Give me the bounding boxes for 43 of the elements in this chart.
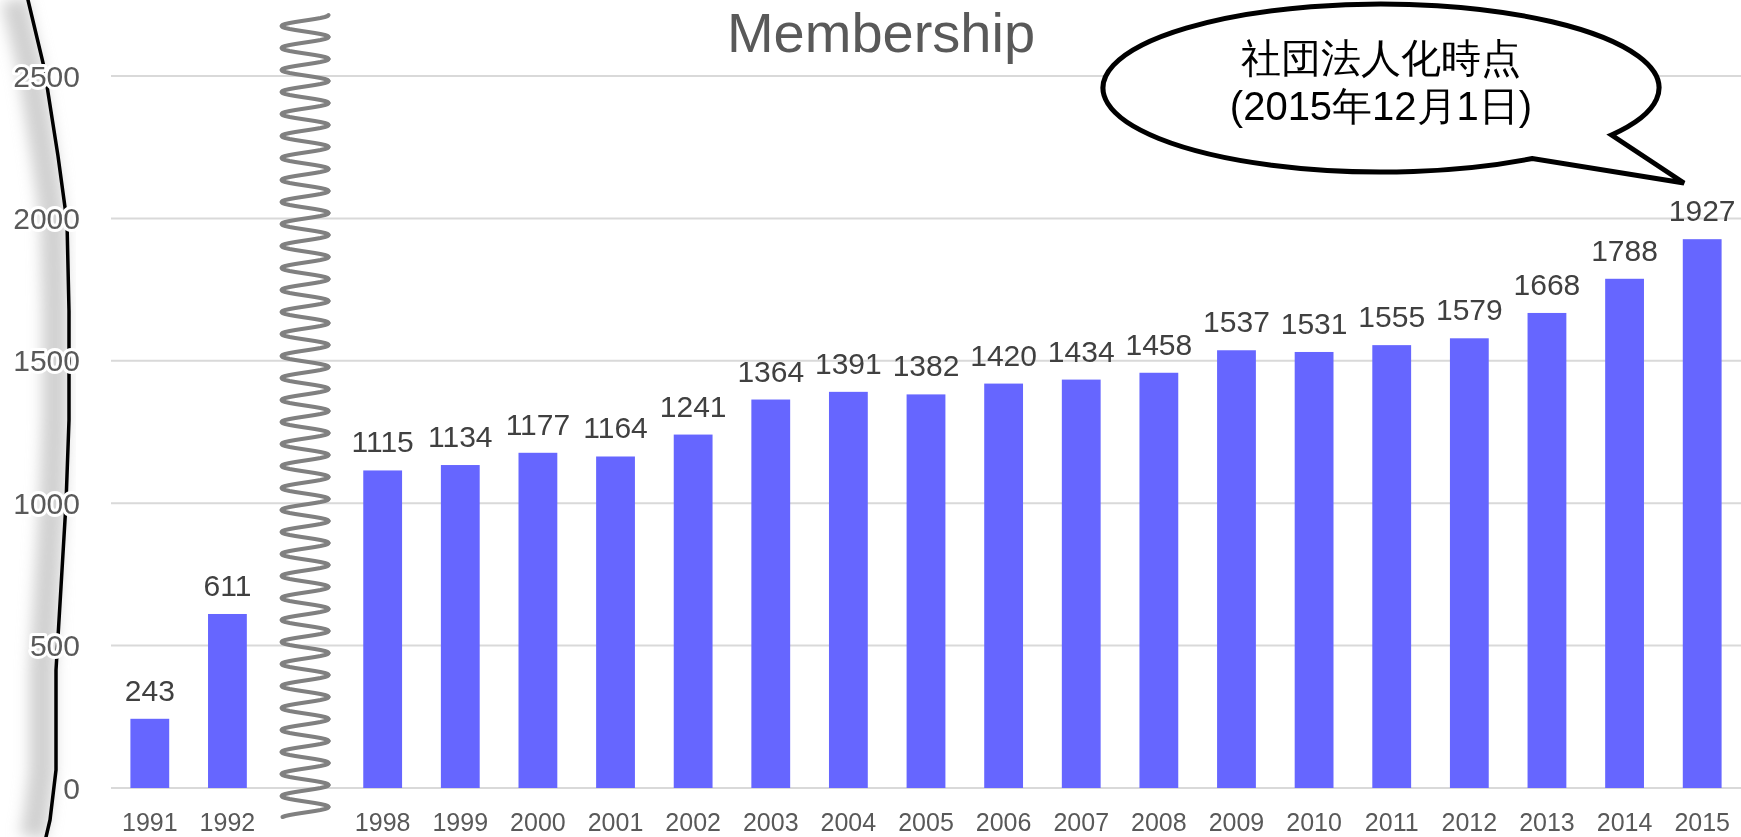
data-label: 1164 bbox=[583, 411, 648, 445]
data-label: 1788 bbox=[1591, 233, 1658, 267]
x-tick-label: 1999 bbox=[432, 808, 489, 836]
data-label: 611 bbox=[203, 569, 252, 602]
x-tick-label: 2003 bbox=[742, 808, 799, 836]
annotation-text: 社団法人化時点 (2015年12月1日) bbox=[1229, 36, 1533, 128]
data-label: 1434 bbox=[1047, 334, 1115, 368]
x-tick-label: 2009 bbox=[1208, 808, 1265, 836]
x-tick-label: 2002 bbox=[665, 808, 721, 836]
x-tick-label: 2004 bbox=[820, 808, 877, 836]
x-tick-label: 1992 bbox=[199, 808, 256, 836]
x-tick-label: 2014 bbox=[1596, 808, 1653, 836]
x-tick-label: 2011 bbox=[1364, 808, 1419, 836]
x-tick-label: 2010 bbox=[1286, 808, 1342, 836]
x-tick-label: 2006 bbox=[975, 808, 1032, 836]
data-label: 1420 bbox=[970, 338, 1037, 372]
x-tick-label: 2005 bbox=[898, 808, 954, 836]
title: Membership bbox=[726, 1, 1036, 64]
data-label: 1134 bbox=[428, 420, 493, 454]
data-label: 1364 bbox=[737, 354, 805, 388]
data-label: 1668 bbox=[1513, 267, 1581, 301]
data-label: 1241 bbox=[659, 389, 727, 423]
data-label: 1382 bbox=[892, 349, 960, 383]
x-tick-label: 2001 bbox=[587, 808, 644, 836]
data-label: 1537 bbox=[1203, 305, 1270, 339]
data-label: 1555 bbox=[1358, 300, 1426, 334]
y-tick-label: 0 bbox=[63, 771, 80, 805]
x-tick-label: 1991 bbox=[122, 808, 178, 836]
data-label: 1579 bbox=[1435, 293, 1503, 327]
x-tick-label: 2012 bbox=[1441, 808, 1498, 836]
x-tick-label: 2015 bbox=[1674, 808, 1730, 836]
data-label: 1115 bbox=[351, 425, 414, 459]
x-tick-label: 1998 bbox=[354, 808, 411, 836]
data-label: 1927 bbox=[1668, 194, 1736, 228]
x-tick-label: 2013 bbox=[1519, 808, 1575, 836]
x-tick-label: 2000 bbox=[510, 808, 566, 836]
data-label: 1391 bbox=[815, 346, 882, 380]
x-tick-label: 2008 bbox=[1131, 808, 1187, 836]
data-label: 243 bbox=[124, 673, 175, 707]
x-tick-label: 2007 bbox=[1053, 808, 1110, 836]
data-label: 1458 bbox=[1125, 327, 1193, 361]
data-label: 1177 bbox=[505, 407, 571, 441]
data-label: 1531 bbox=[1280, 306, 1348, 340]
